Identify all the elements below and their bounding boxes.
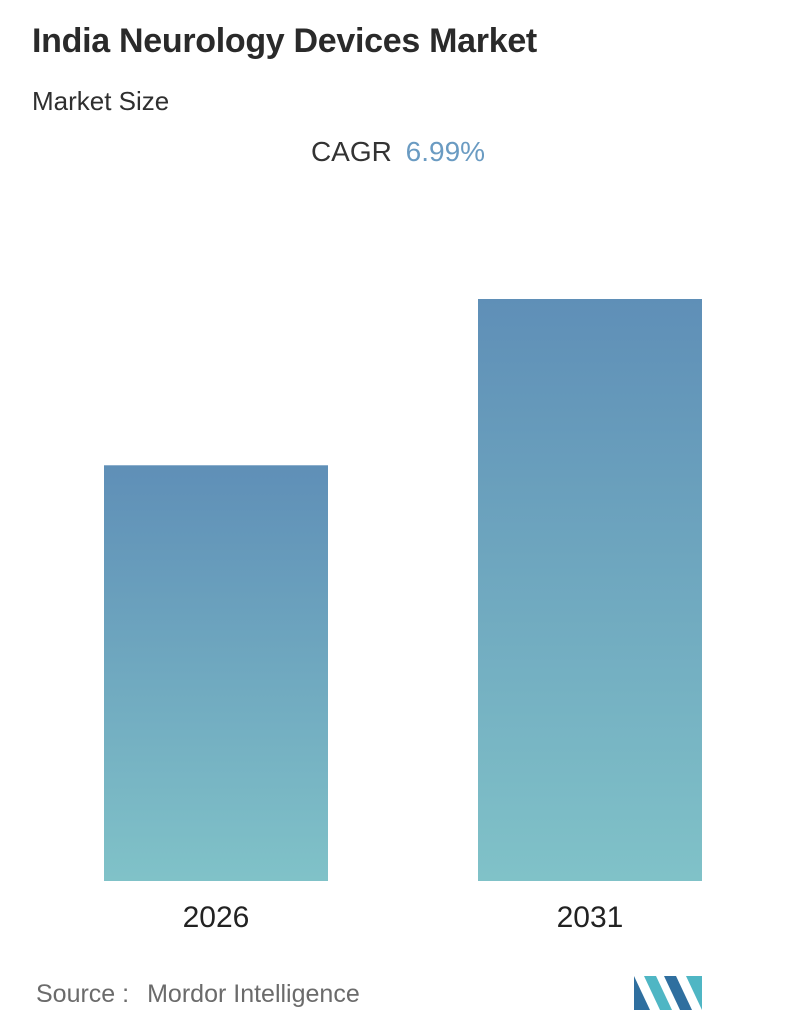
bar-chart: 2026 2031	[104, 299, 702, 934]
cagr-label: CAGR	[310, 136, 392, 167]
page-title: India Neurology Devices Market	[32, 22, 537, 60]
mordor-intelligence-logo	[634, 976, 702, 1010]
source-label: Source :	[36, 980, 130, 1008]
x-tick-label-2031: 2031	[557, 901, 624, 934]
source-line: Source : Mordor Intelligence	[36, 980, 360, 1009]
cagr-value: 6.99%	[405, 136, 486, 167]
x-tick-label-2026: 2026	[183, 901, 250, 934]
chart-subtitle: Market Size	[32, 86, 170, 116]
cagr-readout: CAGR 6.99%	[0, 136, 796, 168]
bar-2026	[104, 465, 328, 881]
source-name: Mordor Intelligence	[147, 980, 360, 1008]
bar-2031	[478, 299, 702, 881]
